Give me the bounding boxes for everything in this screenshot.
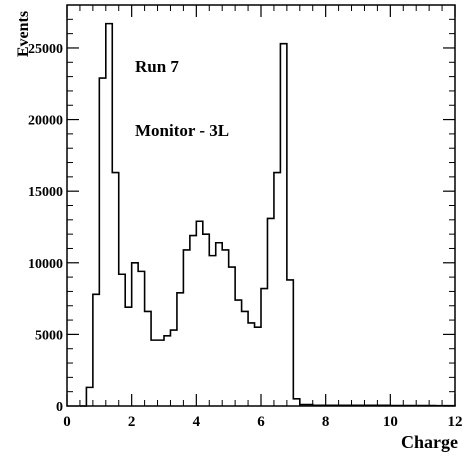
- y-tick-label: 15000: [28, 185, 63, 200]
- histogram-bin: [345, 405, 351, 406]
- histogram-bin: [293, 399, 299, 406]
- histogram-bin: [132, 263, 138, 406]
- histogram-bin: [306, 405, 312, 406]
- x-tick-label: 12: [448, 414, 463, 430]
- histogram-bin: [364, 405, 370, 406]
- y-tick-label: 10000: [28, 257, 63, 272]
- histogram-bin: [216, 243, 222, 406]
- x-tick-label: 2: [128, 414, 136, 430]
- histogram-bin: [261, 289, 267, 406]
- y-tick-label: 20000: [28, 114, 63, 129]
- histogram-bin: [203, 234, 209, 406]
- histogram-bin: [151, 340, 157, 406]
- annotation-monitor: Monitor - 3L: [135, 121, 229, 140]
- x-tick-label: 10: [383, 414, 398, 430]
- histogram-bin: [86, 387, 92, 406]
- histogram-bin: [229, 267, 235, 406]
- histogram-bin: [99, 78, 105, 406]
- y-tick-label: 0: [56, 400, 63, 415]
- histogram-bin: [319, 405, 325, 406]
- y-axis-label: Events: [15, 11, 32, 57]
- x-tick-label: 6: [257, 414, 265, 430]
- histogram-bin: [164, 336, 170, 406]
- y-tick-label: 5000: [35, 328, 63, 343]
- histogram-bin: [384, 405, 390, 406]
- histogram-bin: [209, 256, 215, 406]
- histogram-bin: [119, 274, 125, 406]
- y-tick-label: 25000: [28, 42, 63, 57]
- histogram-bin: [352, 405, 358, 406]
- histogram-bin: [326, 405, 332, 406]
- histogram-bin: [170, 330, 176, 406]
- histogram-bin: [280, 44, 286, 406]
- histogram-bin: [106, 24, 112, 406]
- histogram-bin: [177, 293, 183, 406]
- histogram-bin: [138, 271, 144, 406]
- histogram-bin: [313, 405, 319, 406]
- histogram-bin: [222, 250, 228, 406]
- histogram-bin: [248, 323, 254, 406]
- histogram-bin: [371, 405, 377, 406]
- x-tick-label: 0: [63, 414, 71, 430]
- x-axis-label: Charge: [401, 432, 458, 452]
- histogram-bin: [93, 294, 99, 406]
- histogram-bin: [158, 340, 164, 406]
- annotation-run: Run 7: [135, 57, 179, 76]
- histogram-bin: [255, 327, 261, 406]
- histogram-bin: [112, 173, 118, 406]
- histogram-bin: [267, 218, 273, 406]
- histogram-bin: [145, 311, 151, 406]
- histogram-bin: [274, 173, 280, 406]
- histogram-bin: [190, 236, 196, 406]
- histogram-series: [79, 22, 456, 407]
- histogram-bin: [377, 405, 383, 406]
- x-tick-label: 4: [193, 414, 201, 430]
- histogram-bin: [300, 405, 306, 406]
- histogram-bin: [196, 221, 202, 406]
- histogram-bin: [235, 300, 241, 406]
- histogram-bin: [125, 307, 131, 406]
- histogram-bin: [339, 405, 345, 406]
- x-tick-label: 8: [322, 414, 330, 430]
- histogram-bin: [183, 250, 189, 406]
- histogram-bin: [358, 405, 364, 406]
- histogram-bin: [242, 311, 248, 406]
- histogram-bin: [287, 280, 293, 406]
- histogram-bin: [332, 405, 338, 406]
